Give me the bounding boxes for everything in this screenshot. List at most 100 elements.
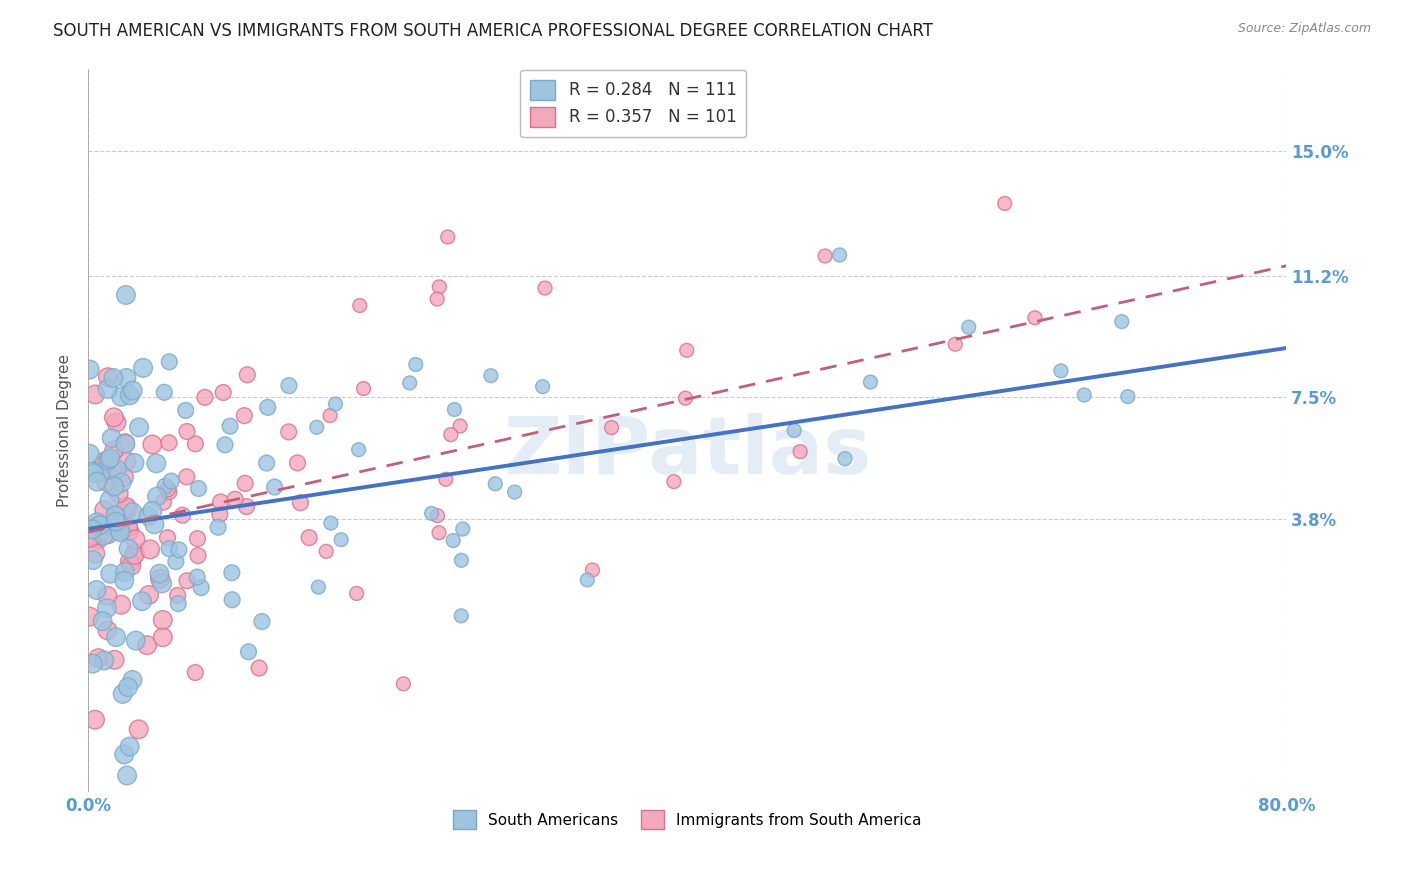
- Point: [503, 485, 526, 500]
- Point: [392, 677, 415, 691]
- Point: [235, 500, 257, 514]
- Point: [353, 382, 375, 396]
- Point: [117, 520, 139, 534]
- Point: [440, 427, 463, 442]
- Point: [172, 508, 194, 523]
- Point: [93, 528, 115, 542]
- Point: [153, 479, 176, 493]
- Point: [426, 292, 449, 306]
- Point: [484, 476, 506, 491]
- Point: [117, 502, 139, 516]
- Point: [117, 680, 139, 694]
- Point: [79, 447, 101, 461]
- Point: [105, 416, 128, 430]
- Point: [84, 713, 107, 727]
- Point: [298, 531, 321, 545]
- Point: [156, 482, 179, 496]
- Point: [115, 454, 138, 468]
- Point: [79, 609, 101, 624]
- Point: [114, 437, 136, 451]
- Point: [97, 527, 120, 541]
- Point: [150, 576, 173, 591]
- Point: [278, 378, 301, 392]
- Point: [146, 490, 169, 504]
- Point: [176, 470, 198, 484]
- Point: [87, 517, 110, 532]
- Point: [450, 608, 472, 623]
- Point: [250, 615, 273, 629]
- Point: [96, 382, 118, 396]
- Point: [152, 630, 174, 644]
- Point: [427, 280, 450, 294]
- Point: [117, 541, 139, 556]
- Point: [157, 435, 180, 450]
- Point: [957, 320, 980, 334]
- Point: [114, 436, 136, 450]
- Point: [91, 614, 114, 628]
- Point: [190, 581, 212, 595]
- Point: [96, 589, 118, 603]
- Point: [125, 633, 148, 648]
- Point: [315, 544, 337, 558]
- Point: [93, 503, 115, 517]
- Point: [434, 472, 457, 486]
- Point: [662, 475, 685, 489]
- Point: [121, 673, 143, 687]
- Point: [152, 613, 174, 627]
- Point: [157, 355, 180, 369]
- Point: [256, 401, 278, 415]
- Point: [149, 572, 172, 586]
- Point: [112, 574, 135, 588]
- Point: [124, 546, 146, 560]
- Point: [675, 343, 697, 358]
- Point: [82, 523, 104, 537]
- Point: [221, 592, 243, 607]
- Point: [115, 288, 138, 302]
- Point: [86, 533, 108, 547]
- Point: [449, 419, 471, 434]
- Point: [187, 549, 209, 563]
- Point: [581, 563, 603, 577]
- Point: [221, 566, 243, 580]
- Point: [167, 542, 190, 557]
- Point: [834, 451, 856, 466]
- Point: [128, 723, 150, 737]
- Point: [600, 420, 623, 434]
- Point: [450, 553, 472, 567]
- Point: [94, 475, 117, 489]
- Point: [98, 493, 121, 508]
- Point: [219, 419, 242, 434]
- Point: [80, 465, 103, 479]
- Point: [84, 546, 107, 560]
- Point: [347, 442, 370, 457]
- Point: [86, 475, 108, 489]
- Point: [115, 768, 138, 782]
- Point: [105, 462, 128, 476]
- Point: [112, 747, 135, 762]
- Point: [139, 542, 162, 557]
- Point: [98, 451, 121, 466]
- Point: [110, 598, 132, 612]
- Y-axis label: Professional Degree: Professional Degree: [58, 354, 72, 507]
- Point: [96, 624, 118, 638]
- Point: [277, 425, 299, 439]
- Point: [143, 517, 166, 532]
- Point: [93, 454, 115, 468]
- Point: [1111, 315, 1133, 329]
- Point: [131, 594, 153, 608]
- Point: [97, 453, 120, 467]
- Point: [160, 474, 183, 488]
- Legend: South Americans, Immigrants from South America: South Americans, Immigrants from South A…: [447, 804, 928, 835]
- Point: [83, 467, 105, 481]
- Point: [96, 601, 118, 615]
- Point: [233, 409, 256, 423]
- Point: [451, 522, 474, 536]
- Point: [107, 486, 129, 500]
- Point: [420, 507, 443, 521]
- Point: [89, 526, 111, 541]
- Point: [238, 645, 260, 659]
- Point: [86, 582, 108, 597]
- Point: [224, 492, 246, 507]
- Point: [305, 420, 328, 434]
- Point: [110, 475, 132, 490]
